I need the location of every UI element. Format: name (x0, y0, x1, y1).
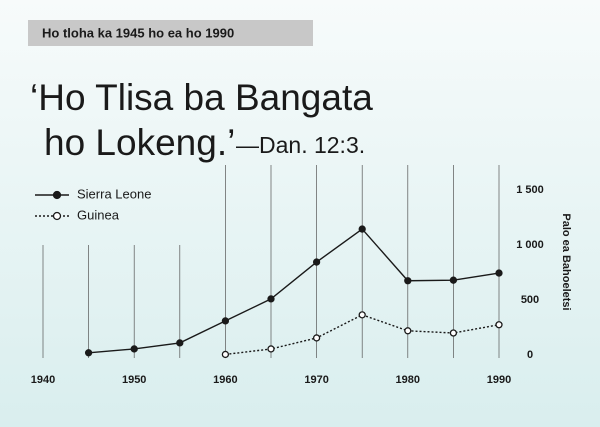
data-point (312, 334, 321, 342)
title-line: ‘Ho Tlisa ba Bangata (30, 77, 373, 118)
x-tick-label: 1950 (122, 374, 146, 386)
data-point (221, 317, 230, 325)
x-tick-label: 1980 (396, 374, 420, 386)
data-point (267, 345, 275, 353)
y-axis-label: Palo ea Bahoeletsi (560, 213, 572, 310)
data-point (495, 269, 503, 277)
data-point (358, 311, 366, 319)
data-point (176, 339, 184, 347)
data-point (449, 329, 458, 337)
series-line (88, 228, 500, 354)
x-tick-label: 1940 (31, 374, 55, 386)
x-tick-label: 1960 (213, 374, 237, 386)
data-point (358, 225, 366, 233)
x-tick-label: 1970 (304, 374, 328, 386)
y-tick-label: 0 (527, 349, 533, 361)
data-point (495, 321, 503, 329)
data-point (404, 277, 412, 285)
data-point (130, 345, 138, 353)
label-box (28, 20, 313, 46)
y-tick-label: 1 500 (516, 184, 544, 196)
x-tick-label: 1990 (487, 374, 511, 386)
title-line: ho Lokeng.’ (44, 122, 235, 163)
title-reference: —Dan. 12:3. (236, 132, 365, 158)
data-point (84, 349, 93, 357)
legend-marker (52, 190, 62, 200)
data-point (404, 327, 412, 335)
data-point (312, 258, 321, 266)
legend-label: Guinea (77, 207, 120, 222)
legend-marker (52, 211, 62, 221)
y-tick-label: 1 000 (516, 239, 544, 251)
data-point (449, 276, 458, 284)
legend-label: Sierra Leone (77, 186, 151, 201)
label: Ho tloha ka 1945 ho ea ho 1990 (42, 25, 234, 40)
data-point (221, 350, 230, 359)
y-tick-label: 500 (521, 294, 539, 306)
chart-title: ‘Ho Tlisa ba Bangata ho Lokeng.’ (30, 77, 373, 163)
data-point (267, 295, 275, 303)
